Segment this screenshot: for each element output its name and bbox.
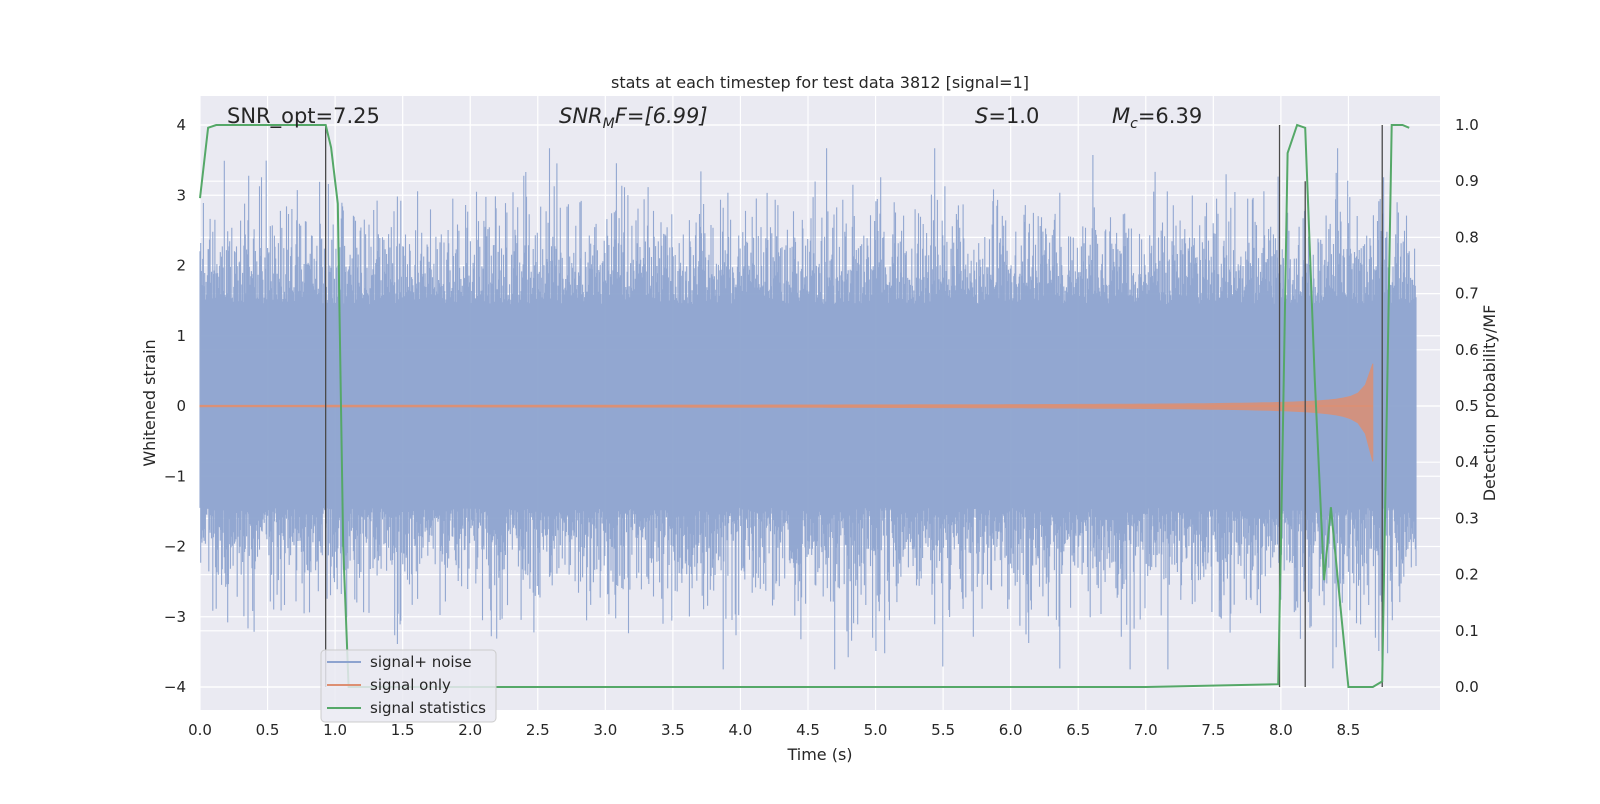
x-tick-label: 2.5 [526, 721, 550, 739]
x-axis-label: Time (s) [786, 745, 852, 764]
y-right-axis-ticks: 1.0 0.9 0.8 0.7 0.6 0.5 0.4 0.3 0.2 0.1 0.0 [1455, 116, 1479, 696]
x-tick-label: 5.5 [931, 721, 955, 739]
annotation-mc-rest: =6.39 [1138, 104, 1202, 128]
annotation-mc-sub: c [1130, 116, 1138, 132]
y-left-tick-label: 3 [176, 186, 186, 204]
detection-markers [325, 125, 1383, 687]
annotation-mc: Mc=6.39 [1112, 104, 1202, 132]
signal-only-series [199, 363, 1374, 462]
annotation-snr-mf-base: SNR [559, 104, 603, 128]
chart-title: stats at each timestep for test data 381… [611, 73, 1029, 92]
y-right-tick-label: 0.8 [1455, 228, 1479, 246]
x-tick-label: 2.0 [458, 721, 482, 739]
y-right-tick-label: 0.5 [1455, 397, 1479, 415]
y-left-tick-label: −3 [164, 608, 186, 626]
y-right-axis-label: Detection probability/MF [1480, 305, 1499, 502]
annotation-snr-mf-sub: M [603, 116, 615, 132]
x-tick-label: 6.0 [999, 721, 1023, 739]
y-right-tick-label: 0.0 [1455, 678, 1479, 696]
y-right-tick-label: 0.9 [1455, 172, 1479, 190]
legend-box [320, 649, 497, 723]
legend: signal+ noise signal only signal statist… [320, 649, 497, 723]
annotation-s-rest: =1.0 [988, 104, 1039, 128]
x-tick-label: 3.5 [661, 721, 685, 739]
y-left-axis-ticks: 4 3 2 1 0 −1 −2 −3 −4 [164, 116, 186, 696]
annotation-snr-mf-rest: F=[6.99] [615, 104, 708, 128]
x-tick-label: 7.0 [1134, 721, 1158, 739]
annotation-s: S=1.0 [975, 104, 1039, 128]
y-left-tick-label: 4 [176, 116, 186, 134]
x-tick-label: 1.0 [323, 721, 347, 739]
y-right-tick-label: 0.1 [1455, 622, 1479, 640]
y-left-axis-label: Whitened strain [140, 339, 159, 466]
x-tick-label: 6.5 [1066, 721, 1090, 739]
x-axis-ticks: 0.0 0.5 1.0 1.5 2.0 2.5 3.0 3.5 4.0 4.5 5.0 5.5 6.0 6… [188, 721, 1360, 739]
y-left-tick-label: −4 [164, 678, 186, 696]
y-right-tick-label: 0.4 [1455, 453, 1479, 471]
signal-statistics-line [199, 123, 1410, 688]
y-right-tick-label: 0.2 [1455, 566, 1479, 584]
y-right-tick-label: 0.3 [1455, 509, 1479, 527]
x-tick-label: 1.5 [391, 721, 415, 739]
y-right-tick-label: 1.0 [1455, 116, 1479, 134]
y-right-tick-label: 0.6 [1455, 341, 1479, 359]
annotation-snr-mf: SNRMF=[6.99] [559, 104, 708, 132]
x-tick-label: 5.0 [864, 721, 888, 739]
legend-label-signal-noise: signal+ noise [370, 653, 472, 671]
y-left-tick-label: 0 [176, 397, 186, 415]
x-tick-label: 7.5 [1201, 721, 1225, 739]
x-tick-label: 4.5 [796, 721, 820, 739]
y-left-tick-label: −2 [164, 538, 186, 556]
x-tick-label: 3.0 [593, 721, 617, 739]
y-right-tick-label: 0.7 [1455, 285, 1479, 303]
x-tick-label: 8.5 [1337, 721, 1361, 739]
x-tick-label: 8.0 [1269, 721, 1293, 739]
x-tick-label: 4.0 [729, 721, 753, 739]
y-left-tick-label: 1 [176, 327, 186, 345]
x-tick-label: 0.5 [256, 721, 280, 739]
y-left-tick-label: −1 [164, 467, 186, 485]
signal-only-envelope [199, 363, 1374, 462]
signal-statistics-series [199, 123, 1410, 688]
annotation-mc-base: M [1112, 104, 1130, 128]
legend-label-signal-only: signal only [370, 676, 451, 694]
x-tick-label: 0.0 [188, 721, 212, 739]
y-left-tick-label: 2 [176, 257, 186, 275]
legend-label-signal-statistics: signal statistics [370, 699, 486, 717]
annotation-snr-opt: SNR_opt=7.25 [227, 104, 380, 129]
annotation-s-base: S [975, 104, 988, 128]
